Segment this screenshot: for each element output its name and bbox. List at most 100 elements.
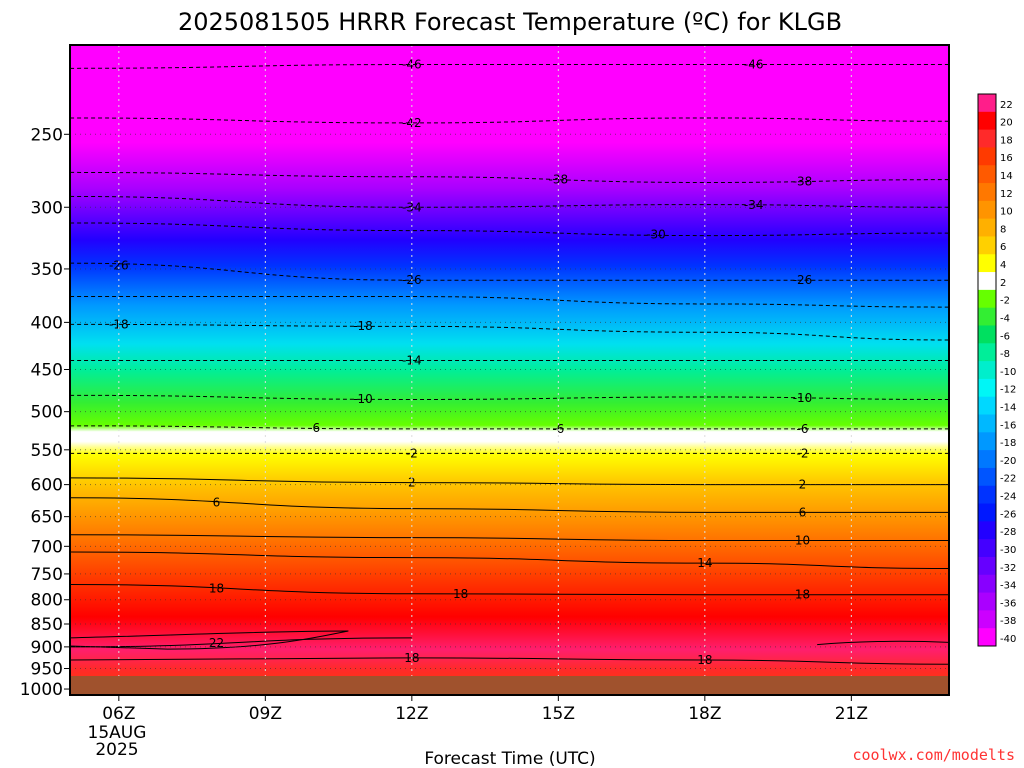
colorbar-swatch bbox=[978, 592, 996, 611]
contour-line bbox=[70, 477, 949, 486]
x-tick-label: 12Z bbox=[395, 704, 428, 724]
colorbar-label: 6 bbox=[1000, 242, 1006, 253]
colorbar-label: -32 bbox=[1000, 563, 1016, 574]
colorbar-label: -36 bbox=[1000, 598, 1016, 609]
contour-label: -14 bbox=[402, 354, 422, 368]
colorbar-label: -6 bbox=[1000, 331, 1010, 342]
colorbar-label: -20 bbox=[1000, 456, 1016, 467]
colorbar-swatch bbox=[978, 165, 996, 184]
y-tick-label: 1000 bbox=[20, 680, 63, 700]
contour-line bbox=[70, 637, 412, 648]
colorbar-swatch bbox=[978, 307, 996, 326]
y-tick-label: 650 bbox=[31, 508, 63, 528]
colorbar-swatch bbox=[978, 556, 996, 576]
colorbar-label: -22 bbox=[1000, 474, 1016, 485]
colorbar-label: -30 bbox=[1000, 545, 1016, 556]
contour-label: 10 bbox=[795, 534, 810, 548]
y-tick-label: 300 bbox=[31, 198, 63, 218]
colorbar-swatch bbox=[978, 111, 996, 131]
colorbar-label: 10 bbox=[1000, 207, 1013, 218]
contour-line bbox=[70, 323, 949, 341]
contour-label: -10 bbox=[353, 392, 373, 406]
colorbar-swatch bbox=[978, 236, 996, 255]
contour-line bbox=[70, 534, 949, 542]
colorbar-label: -26 bbox=[1000, 509, 1016, 520]
contour-label: 18 bbox=[795, 588, 810, 602]
plot-area: -46-46-42-38-38-34-34-30-26-26-26-18-18-… bbox=[70, 45, 949, 695]
contour-label: -34 bbox=[744, 198, 764, 212]
colorbar-label: 16 bbox=[1000, 153, 1013, 164]
y-tick-label: 600 bbox=[31, 476, 63, 496]
contour-line bbox=[70, 425, 949, 430]
contour-label: 2 bbox=[799, 478, 807, 492]
contour-label: -18 bbox=[109, 318, 129, 332]
colorbar-label: 20 bbox=[1000, 118, 1013, 129]
colorbar-label: -12 bbox=[1000, 385, 1016, 396]
contour-line bbox=[70, 117, 949, 124]
colorbar-swatch bbox=[978, 503, 996, 522]
colorbar-swatch bbox=[978, 574, 996, 594]
colorbar-label: 8 bbox=[1000, 224, 1006, 235]
x-tick-label: 09Z bbox=[249, 704, 282, 724]
y-axis: 250 300 350 400 450 500 550 600 650 700 750 800 850 9… bbox=[20, 125, 70, 700]
contour-line bbox=[70, 64, 949, 69]
contour-line bbox=[70, 394, 949, 400]
contour-label: -46 bbox=[744, 58, 764, 72]
contour-line bbox=[70, 583, 949, 596]
contour-label: 2 bbox=[408, 476, 416, 490]
colorbar-label: 12 bbox=[1000, 189, 1013, 200]
colorbar-swatch bbox=[978, 450, 996, 469]
colorbar-swatch bbox=[978, 628, 996, 647]
chart-title: 2025081505 HRRR Forecast Temperature (ºC… bbox=[178, 8, 842, 36]
colorbar-label: -24 bbox=[1000, 492, 1016, 503]
colorbar-swatch bbox=[978, 467, 996, 487]
contour-line bbox=[70, 262, 949, 281]
colorbar-swatch bbox=[978, 200, 996, 220]
y-tick-label: 800 bbox=[31, 591, 63, 611]
contour-label: -26 bbox=[793, 273, 813, 287]
colorbar-label: 2 bbox=[1000, 278, 1006, 289]
x-tick-label: 18Z bbox=[688, 704, 721, 724]
contour-line bbox=[70, 551, 949, 570]
colorbar-label: -40 bbox=[1000, 634, 1016, 645]
contour-label: -6 bbox=[308, 421, 320, 435]
colorbar-swatch bbox=[978, 539, 996, 558]
contour-label: 18 bbox=[697, 653, 712, 667]
colorbar-swatch bbox=[978, 610, 996, 629]
y-tick-label: 450 bbox=[31, 361, 63, 381]
x-date-label-year: 2025 bbox=[95, 740, 138, 760]
colorbar: 22 20 18 16 14 12 10 8 6 4 2 -2 -4 -6 -8 -10 -12 -14 -16 -1… bbox=[977, 93, 1016, 647]
contour-label: -10 bbox=[793, 391, 813, 405]
colorbar-swatch bbox=[978, 94, 996, 113]
contour-label: -18 bbox=[353, 319, 373, 333]
contour-line bbox=[70, 171, 949, 183]
x-axis: 06Z 09Z 12Z 15Z 18Z 21Z bbox=[102, 695, 868, 724]
x-axis-label: Forecast Time (UTC) bbox=[424, 749, 595, 768]
y-tick-label: 400 bbox=[31, 313, 63, 333]
contour-label: -38 bbox=[793, 174, 813, 188]
colorbar-label: -18 bbox=[1000, 438, 1016, 449]
colorbar-swatch bbox=[978, 432, 996, 451]
contour-label: -6 bbox=[552, 422, 564, 436]
colorbar-label: 18 bbox=[1000, 135, 1013, 146]
x-tick-label: 06Z bbox=[102, 704, 135, 724]
contour-label: -2 bbox=[797, 446, 809, 460]
colorbar-label: -4 bbox=[1000, 313, 1010, 324]
y-tick-label: 250 bbox=[31, 125, 63, 145]
contour-line bbox=[70, 222, 949, 237]
colorbar-swatch bbox=[978, 147, 996, 166]
colorbar-swatch bbox=[978, 325, 996, 344]
contour-label: -6 bbox=[797, 422, 809, 436]
y-tick-label: 850 bbox=[31, 615, 63, 635]
y-tick-label: 950 bbox=[31, 660, 63, 680]
credit-link[interactable]: coolwx.com/modelts bbox=[852, 746, 1015, 764]
colorbar-label: -28 bbox=[1000, 527, 1016, 538]
colorbar-swatch bbox=[978, 218, 996, 237]
y-tick-label: 900 bbox=[31, 638, 63, 658]
contour-label: 6 bbox=[799, 505, 807, 519]
colorbar-swatch bbox=[978, 254, 996, 273]
contour-line bbox=[70, 497, 949, 513]
contour-label: 18 bbox=[209, 581, 224, 595]
colorbar-label: -34 bbox=[1000, 581, 1016, 592]
y-tick-label: 550 bbox=[31, 441, 63, 461]
